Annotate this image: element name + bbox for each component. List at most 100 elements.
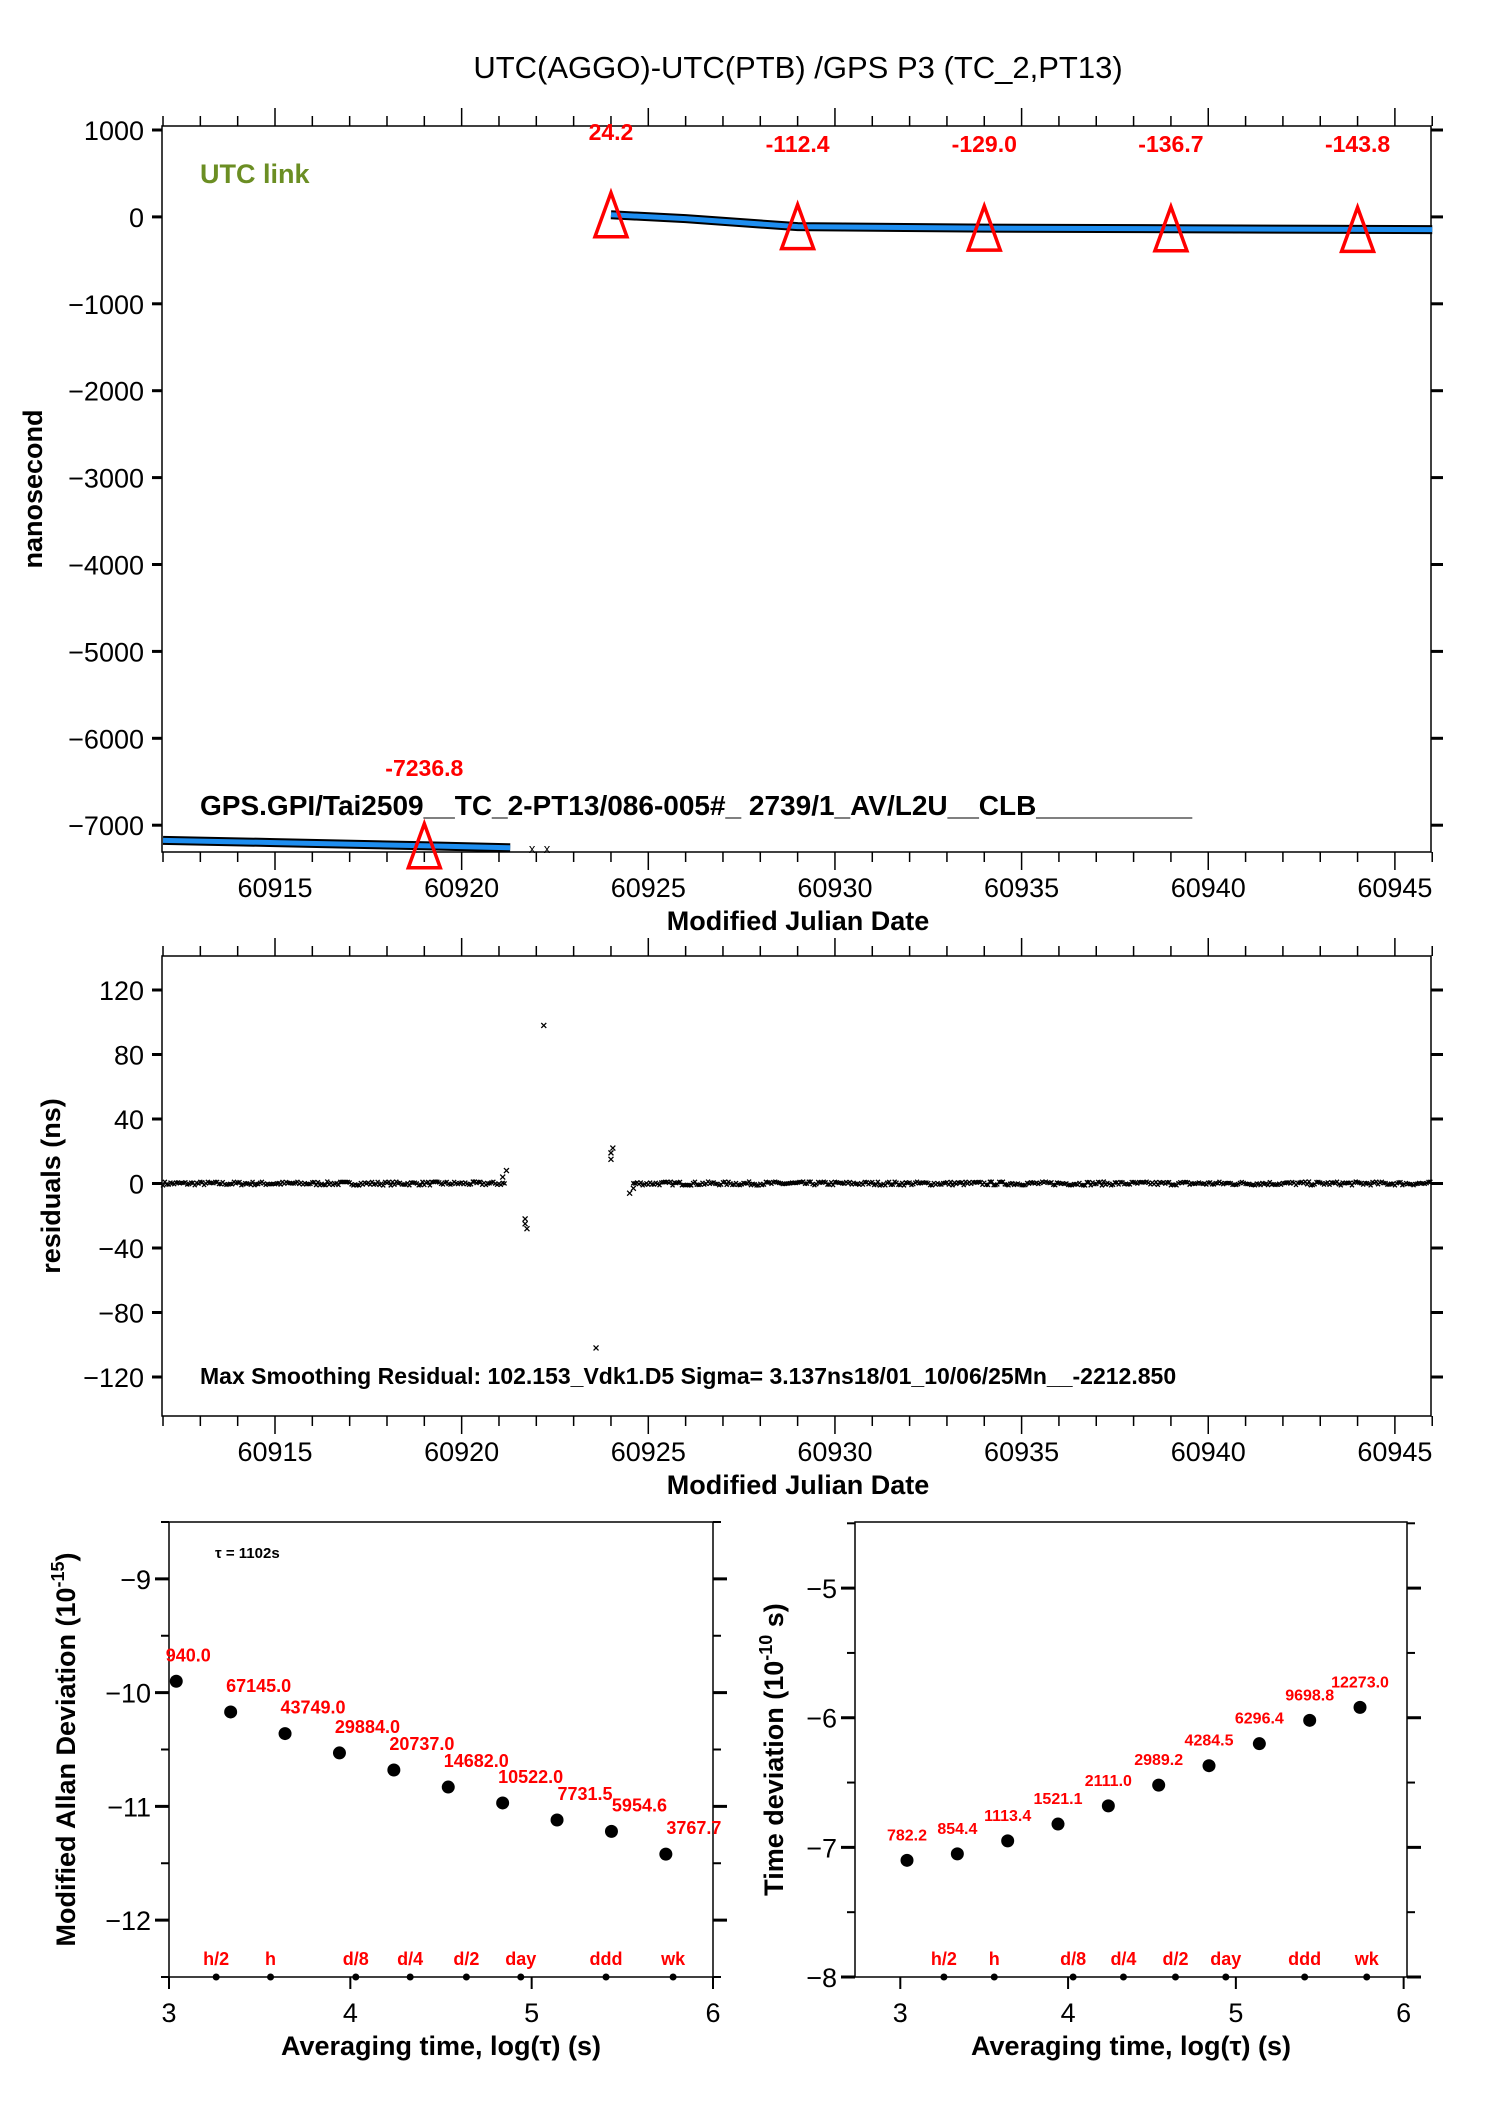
period-mark	[940, 1973, 948, 1981]
residual-annotation: Max Smoothing Residual: 102.153_Vdk1.D5 …	[200, 1363, 1176, 1389]
y-axis-label: residuals (ns)	[36, 1098, 66, 1274]
marker-label: 24.2	[589, 119, 634, 145]
x-axis-label: Modified Julian Date	[667, 906, 930, 936]
y-tick-label: 80	[114, 1041, 144, 1071]
residual-point	[375, 1179, 381, 1185]
marker-label: -7236.8	[385, 755, 463, 781]
marker-label: -112.4	[766, 131, 830, 157]
data-point	[659, 1847, 673, 1861]
residual-point	[502, 1180, 508, 1186]
marker-triangle	[965, 200, 1003, 252]
x-tick-label: 60915	[237, 1437, 312, 1467]
period-mark-label: d/4	[1110, 1949, 1136, 1969]
y-tick-label: 0	[129, 1170, 144, 1200]
marker-triangle	[779, 199, 817, 251]
data-label: 4284.5	[1185, 1733, 1234, 1750]
period-mark	[990, 1973, 998, 1981]
residual-point	[890, 1182, 896, 1188]
residual-point	[989, 1179, 995, 1185]
period-mark-label: wk	[660, 1949, 686, 1969]
residual-point	[724, 1182, 730, 1188]
y-axis-label: nanosecond	[18, 409, 48, 568]
residual-point	[692, 1179, 698, 1185]
x-tick-label: 60940	[1171, 1437, 1246, 1467]
data-label: 14682.0	[444, 1751, 509, 1771]
y-axis-label-main: Time deviation (10	[759, 1661, 789, 1896]
period-mark	[406, 1973, 414, 1981]
figure-title: UTC(AGGO)-UTC(PTB) /GPS P3 (TC_2,PT13)	[473, 50, 1122, 85]
data-label: 782.2	[887, 1827, 927, 1844]
x-tick-label: 3	[893, 1998, 908, 2028]
residual-point	[391, 1182, 397, 1188]
residual-point	[677, 1179, 683, 1185]
residual-point	[630, 1185, 637, 1192]
x-tick-label: 3	[161, 1998, 176, 2028]
data-label: 1113.4	[984, 1808, 1031, 1825]
data-point	[1303, 1713, 1317, 1727]
residual-point	[1306, 1179, 1312, 1185]
residual-point	[427, 1182, 433, 1188]
residual-point	[638, 1180, 644, 1185]
period-mark	[517, 1973, 525, 1981]
period-mark-label: ddd	[590, 1949, 623, 1969]
period-mark-label: d/2	[1162, 1949, 1188, 1969]
residual-point	[499, 1174, 506, 1181]
period-mark	[602, 1973, 610, 1981]
data-label: 9698.8	[1285, 1687, 1334, 1704]
residual-point	[948, 1179, 954, 1185]
residual-point	[901, 1182, 907, 1188]
residual-point	[1265, 1182, 1271, 1188]
data-label: 2111.0	[1085, 1773, 1132, 1790]
residual-point	[670, 1182, 676, 1188]
data-point	[1152, 1778, 1166, 1792]
x-tick-label: 60925	[611, 1437, 686, 1467]
marker-triangle	[1152, 201, 1190, 253]
residual-point	[1427, 1179, 1433, 1185]
y-tick-label: −2000	[68, 377, 144, 407]
residual-point	[324, 1179, 330, 1185]
x-tick-label: 60940	[1171, 873, 1246, 903]
y-tick-label: −11	[107, 1792, 151, 1822]
data-point	[496, 1796, 510, 1810]
period-mark-label: d/8	[1060, 1949, 1086, 1969]
x-tick-label: 6	[1396, 1998, 1411, 2028]
y-axis-label-end: )	[51, 1552, 81, 1561]
y-tick-label: −12	[105, 1906, 151, 1936]
residual-point	[668, 1179, 674, 1185]
residual-point	[1086, 1179, 1092, 1185]
data-label: 20737.0	[389, 1734, 454, 1754]
x-tick-label: 60925	[611, 873, 686, 903]
period-mark-label: d/8	[343, 1949, 369, 1969]
data-point-x: x	[529, 841, 536, 856]
marker-triangle	[405, 818, 443, 870]
x-tick-label: 4	[343, 1998, 358, 2028]
legend-label: UTC link	[200, 159, 310, 189]
x-tick-label: 4	[1061, 1998, 1076, 2028]
residual-point	[522, 1216, 529, 1222]
period-mark	[1363, 1973, 1371, 1981]
data-label: 29884.0	[335, 1717, 400, 1737]
y-axis-label-exponent: -15	[48, 1561, 68, 1587]
series-line-segment-2	[610, 212, 1433, 233]
y-tick-label: −7	[806, 1833, 837, 1863]
x-tick-label: 60920	[424, 873, 499, 903]
link-id-text: GPS.GPI/Tai2509__TC_2-PT13/086-005#_ 273…	[200, 790, 1192, 821]
x-tick-label: 60945	[1357, 1437, 1432, 1467]
y-tick-label: −40	[98, 1234, 144, 1264]
period-mark-label: h/2	[931, 1949, 957, 1969]
residual-point	[315, 1179, 321, 1185]
residual-point	[1088, 1182, 1094, 1188]
data-point	[1101, 1799, 1115, 1813]
marker-triangle	[592, 187, 630, 239]
residual-point	[237, 1179, 242, 1185]
y-tick-label: −5000	[68, 637, 144, 667]
y-tick-label: −6000	[68, 724, 144, 754]
residual-point	[1101, 1179, 1107, 1185]
data-point	[224, 1705, 238, 1719]
x-tick-label: 60920	[424, 1437, 499, 1467]
x-tick-label: 60930	[797, 1437, 872, 1467]
data-label: 43749.0	[281, 1698, 346, 1718]
y-tick-label: −10	[105, 1679, 151, 1709]
residual-point	[875, 1179, 881, 1185]
residual-point	[388, 1182, 394, 1188]
